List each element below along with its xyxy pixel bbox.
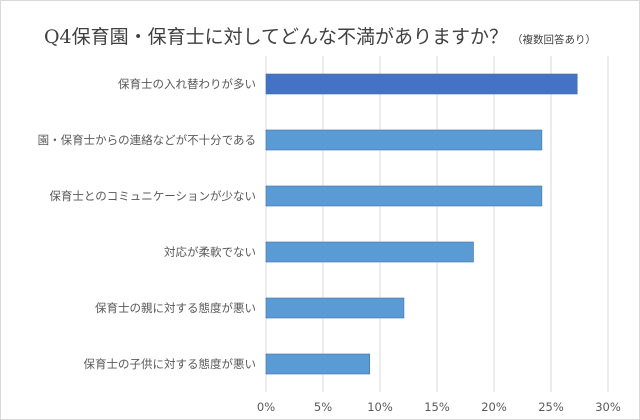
x-tick-label: 25% <box>538 400 564 414</box>
x-tick-label: 30% <box>595 400 621 414</box>
chart-title-main: Q4保育園・保育士に対してどんな不満がありますか？ <box>43 26 509 48</box>
bar <box>265 353 371 375</box>
category-label: 園・保育士からの連絡などが不十分である <box>38 133 256 147</box>
x-tick-label: 0% <box>257 400 275 414</box>
bars <box>265 73 578 375</box>
bar <box>265 73 578 95</box>
bar <box>265 241 474 263</box>
x-tick-label: 15% <box>424 400 450 414</box>
x-tick-label: 5% <box>314 400 332 414</box>
category-label: 保育士の子供に対する態度が悪い <box>84 357 257 371</box>
category-label: 保育士とのコミュニケーションが少ない <box>49 189 256 203</box>
bar <box>265 129 543 151</box>
chart-subtitle: （複数回答あり） <box>512 34 597 46</box>
category-label: 保育士の親に対する態度が悪い <box>95 301 256 315</box>
x-axis-tick-labels: 0% 5% 10% 15% 20% 25% 30% <box>257 400 621 414</box>
bar <box>265 297 405 319</box>
gridlines <box>265 56 609 392</box>
category-label: 保育士の入れ替わりが多い <box>118 77 256 91</box>
category-labels: 保育士の入れ替わりが多い園・保育士からの連絡などが不十分である保育士とのコミュニ… <box>38 77 256 371</box>
x-tick-label: 20% <box>481 400 507 414</box>
x-tick-label: 10% <box>367 400 393 414</box>
bar <box>265 185 543 207</box>
chart-title: Q4保育園・保育士に対してどんな不満がありますか？ （複数回答あり） <box>0 22 640 49</box>
category-label: 対応が柔軟でない <box>164 245 256 259</box>
